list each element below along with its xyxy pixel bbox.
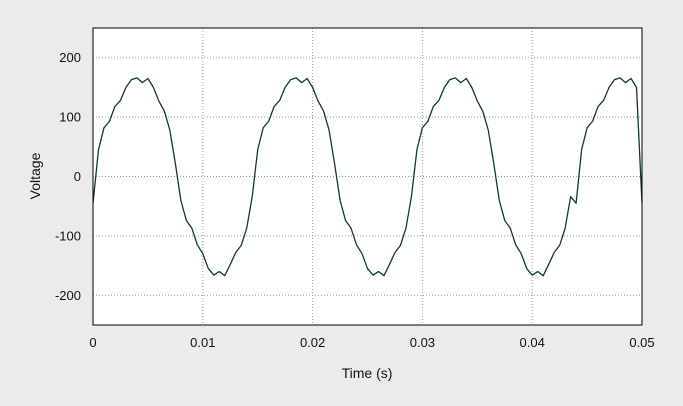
y-tick-label: 200 <box>59 50 81 65</box>
voltage-series-line <box>92 77 643 277</box>
x-tick-label: 0.03 <box>410 335 435 350</box>
x-tick-label: 0.04 <box>520 335 545 350</box>
x-tick-label: 0 <box>89 335 96 350</box>
y-axis: 200 100 0 -100 -200 <box>55 50 81 303</box>
y-axis-label: Voltage <box>27 152 43 199</box>
x-tick-label: 0.01 <box>190 335 215 350</box>
y-tick-label: -100 <box>55 228 81 243</box>
x-axis-label: Time (s) <box>342 365 393 381</box>
y-tick-label: -200 <box>55 288 81 303</box>
plot-frame <box>92 27 643 326</box>
x-tick-label: 0.05 <box>629 335 654 350</box>
y-tick-label: 100 <box>59 110 81 125</box>
y-tick-label: 0 <box>74 169 81 184</box>
series-layer <box>92 77 643 277</box>
x-axis: 0 0.01 0.02 0.03 0.04 0.05 <box>89 335 654 350</box>
plot-area <box>93 28 642 325</box>
x-tick-label: 0.02 <box>300 335 325 350</box>
